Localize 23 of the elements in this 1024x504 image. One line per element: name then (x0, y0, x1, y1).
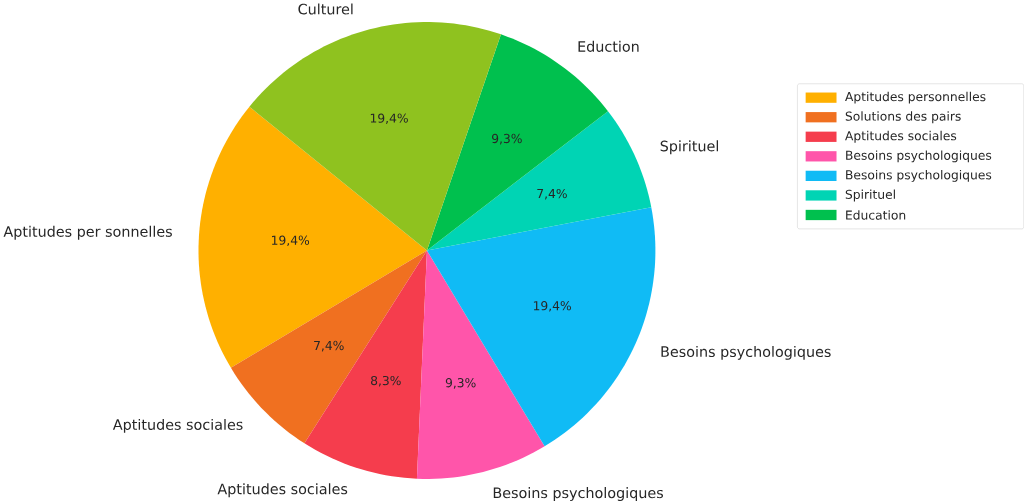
text: Solutions des pairs (845, 111, 961, 123)
data-label: 9,3% (492, 133, 522, 145)
slice-label: Besoins psychologiques (493, 486, 664, 501)
data-label: 19,4% (272, 235, 310, 246)
slice-label: Aptitudes sociales (112, 418, 243, 433)
slice-label: Eduction (578, 40, 639, 52)
data-label: 9,3% (445, 377, 476, 389)
text: Spirituel (845, 189, 895, 202)
slice-label: Besoins psychologiques (661, 345, 831, 360)
text: Besoins psychologiques (846, 169, 992, 182)
text: Aptitudes sociales (845, 130, 957, 143)
data-label: 19,4% (533, 300, 571, 312)
data-label: 7,4% (314, 340, 344, 352)
text: Besoins psychologiques (846, 150, 992, 163)
slice-label: Aptitudes per sonnelles (3, 225, 172, 240)
data-label: 8,3% (371, 375, 401, 387)
data-label: 7,4% (537, 188, 567, 200)
slice-label: Spirituel (660, 140, 718, 155)
data-label: 19,4% (370, 113, 408, 124)
slice-label: Aptitudes sociales (217, 483, 348, 497)
text: Aptitudes personnelles (845, 91, 986, 104)
text: Education (846, 210, 906, 220)
slice-label: Culturel (298, 3, 353, 15)
